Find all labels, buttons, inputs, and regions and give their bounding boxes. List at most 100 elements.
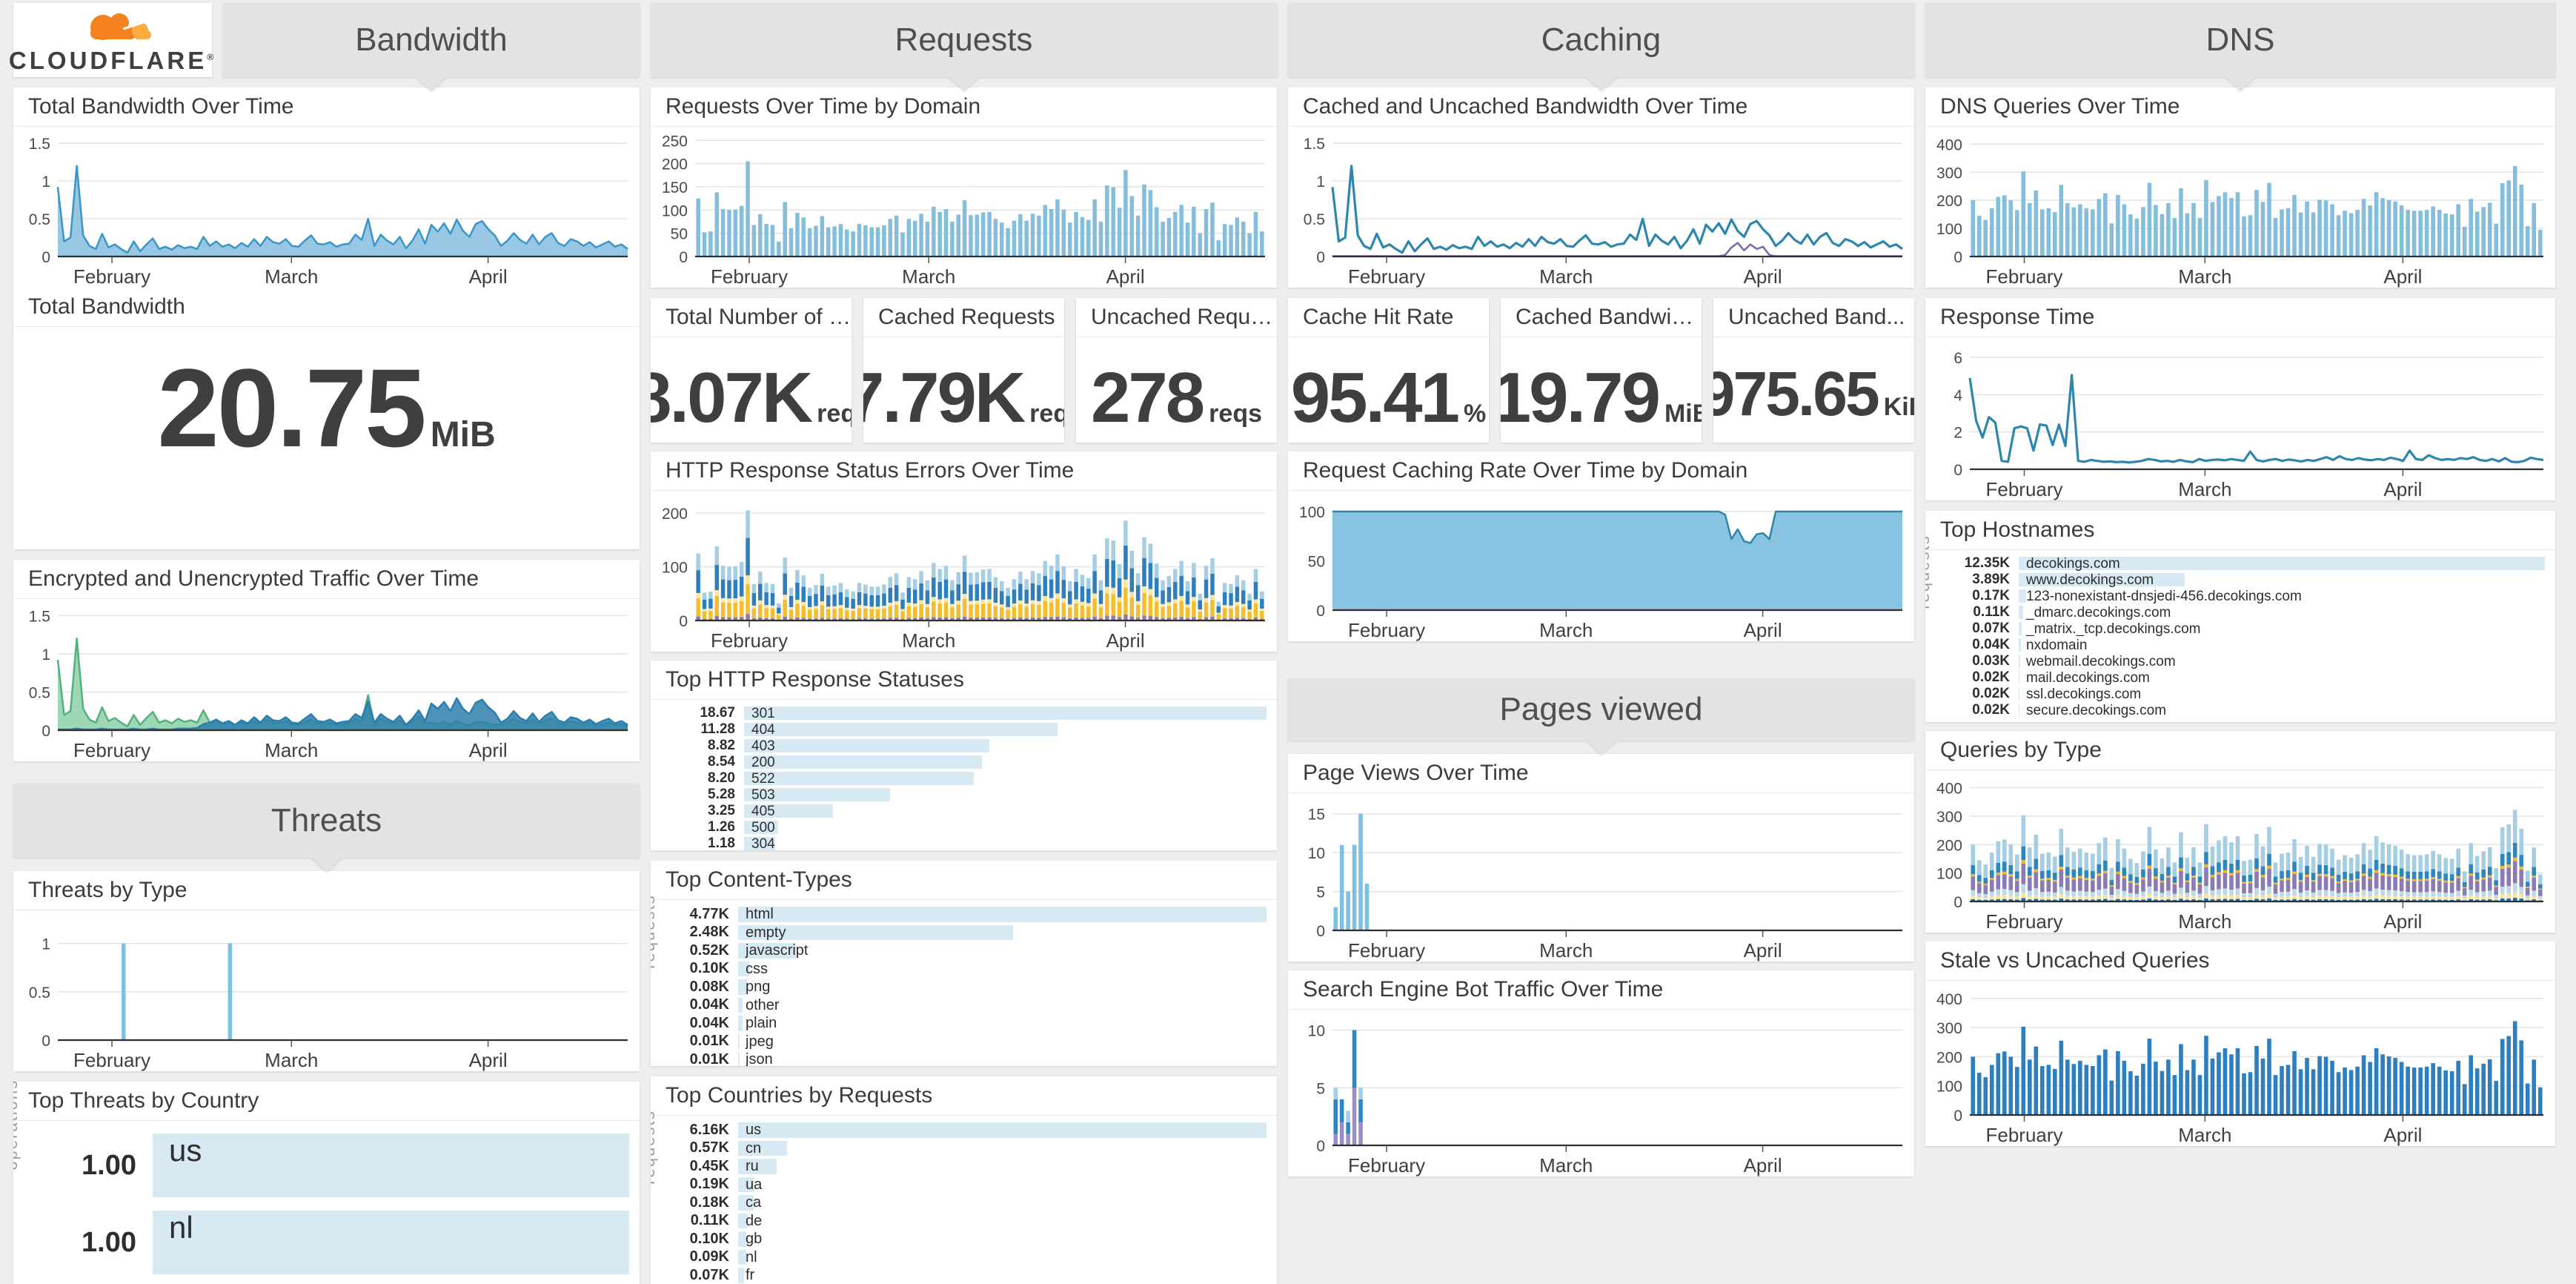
- list-item[interactable]: 11.28 404: [658, 721, 1267, 738]
- list-item[interactable]: 0.01K jpeg: [658, 1033, 1267, 1050]
- list-item[interactable]: 0.01K json: [658, 1051, 1267, 1066]
- encrypted-traffic-area-chart[interactable]: 0 0.5 1 1.5 February March April: [13, 599, 640, 761]
- list-item[interactable]: 0.03K webmail.decokings.com: [1933, 653, 2545, 669]
- list-item[interactable]: 1.00 us: [25, 1133, 629, 1198]
- svg-text:10: 10: [1308, 845, 1325, 862]
- list-item[interactable]: 6.16K us: [658, 1122, 1267, 1139]
- list-item[interactable]: 0.19K ua: [658, 1176, 1267, 1194]
- list-item[interactable]: 3.25 405: [658, 803, 1267, 819]
- page-views-bar-chart[interactable]: 0 5 10 15 February March April: [1288, 793, 1914, 962]
- panel-title: Threats by Type: [13, 871, 640, 910]
- svg-text:February: February: [1986, 478, 2063, 500]
- list-item[interactable]: 0.45K ru: [658, 1158, 1267, 1175]
- list-item[interactable]: 0.04K nxdomain: [1933, 637, 2545, 653]
- cached-uncached-line-chart[interactable]: 0 0.5 1 1.5 February March April: [1288, 127, 1914, 288]
- svg-text:0: 0: [1316, 1138, 1325, 1155]
- list-item[interactable]: 8.20 522: [658, 770, 1267, 787]
- list-item-value: 8.82: [708, 738, 735, 753]
- list-item[interactable]: 0.57K cn: [658, 1139, 1267, 1157]
- section-header-requests[interactable]: Requests: [651, 3, 1277, 91]
- list-item[interactable]: 1.26 500: [658, 819, 1267, 835]
- list-item-bar-fill: [153, 1134, 629, 1197]
- list-item[interactable]: 0.07K _matrix._tcp.decokings.com: [1933, 621, 2545, 637]
- section-header-pages-viewed[interactable]: Pages viewed: [1288, 678, 1914, 755]
- list-item-bar-fill: [744, 706, 1267, 720]
- queries-by-type-stacked-chart[interactable]: 0 100 200 300 400 February March April: [1925, 770, 2555, 933]
- list-item[interactable]: 3.89K www.decokings.com: [1933, 572, 2545, 588]
- svg-text:0: 0: [1316, 923, 1325, 940]
- panel-requests-over-time: Requests Over Time by Domain 0 50 100 150 20…: [651, 87, 1277, 288]
- svg-text:200: 200: [1936, 837, 1962, 854]
- list-item-bar: 503: [744, 787, 1267, 803]
- list-item[interactable]: 18.67 301: [658, 705, 1267, 721]
- section-header-caching[interactable]: Caching: [1288, 3, 1914, 91]
- list-item-label: _matrix._tcp.decokings.com: [2026, 621, 2201, 637]
- svg-text:10: 10: [1308, 1023, 1325, 1040]
- list-item[interactable]: 8.82 403: [658, 738, 1267, 754]
- response-time-line-chart[interactable]: 0 2 4 6 February March April: [1925, 337, 2555, 500]
- list-item-bar-fill: [744, 804, 833, 818]
- section-header-bandwidth[interactable]: Bandwidth: [223, 3, 640, 91]
- list-item-bar-fill: [738, 924, 1013, 940]
- requests-bar-chart[interactable]: 0 50 100 150 200 250 February March April: [651, 127, 1277, 288]
- list-item[interactable]: 0.02K ssl.decokings.com: [1933, 686, 2545, 702]
- panel-title: Page Views Over Time: [1288, 754, 1914, 793]
- panel-top-threats-by-country: Top Threats by Country operations 1.00 us 1…: [13, 1082, 640, 1284]
- list-item-bar-fill: [738, 979, 748, 995]
- bot-traffic-stacked-chart[interactable]: 0 5 10 February March April: [1288, 1010, 1914, 1177]
- svg-text:2: 2: [1953, 425, 1962, 442]
- list-item[interactable]: 0.11K de: [658, 1212, 1267, 1230]
- list-item[interactable]: 0.04K plain: [658, 1015, 1267, 1032]
- http-errors-stacked-chart[interactable]: 0 100 200 February March April: [651, 491, 1277, 652]
- dns-queries-bar-chart[interactable]: 0 100 200 300 400 February March April: [1925, 127, 2555, 288]
- list-item-bar: empty: [738, 924, 1267, 942]
- svg-text:April: April: [2383, 265, 2422, 288]
- list-item-bar: us: [153, 1133, 629, 1198]
- cloudflare-logo[interactable]: CLOUDFLARE®: [9, 3, 213, 77]
- stat-unit: %: [1464, 400, 1487, 428]
- list-item-bar-fill: [738, 1177, 755, 1192]
- list-item[interactable]: 0.09K nl: [658, 1248, 1267, 1266]
- top-countries-list: requests 6.16K us 0.57K cn 0.45K ru 0.19K ua 0.18…: [651, 1110, 1277, 1284]
- list-item[interactable]: 0.04K other: [658, 996, 1267, 1014]
- list-item[interactable]: 0.17K 123-nonexistant-dnsjedi-456.decokin…: [1933, 588, 2545, 604]
- list-item[interactable]: 1.00 nl: [25, 1210, 629, 1275]
- section-header-pointer: [1585, 740, 1617, 755]
- list-item[interactable]: 0.08K png: [658, 979, 1267, 996]
- panel-top-content-types: Top Content-Types requests 4.77K html 2.48K…: [651, 861, 1277, 1066]
- list-item[interactable]: 5.28 503: [658, 787, 1267, 803]
- svg-text:0: 0: [1953, 249, 1962, 266]
- list-item[interactable]: 0.10K gb: [658, 1231, 1267, 1248]
- list-item-value: 0.18K: [689, 1194, 729, 1211]
- list-item[interactable]: 0.52K javascript: [658, 942, 1267, 959]
- panel-encrypted-traffic: Encrypted and Unencrypted Traffic Over T…: [13, 560, 640, 761]
- list-item[interactable]: 1.18 304: [658, 835, 1267, 850]
- list-item[interactable]: 0.02K secure.decokings.com: [1933, 702, 2545, 718]
- list-item[interactable]: 0.18K ca: [658, 1194, 1267, 1211]
- section-header-dns[interactable]: DNS: [1925, 3, 2555, 91]
- list-item-value: 0.10K: [689, 960, 729, 977]
- svg-text:100: 100: [1936, 866, 1962, 883]
- svg-text:6: 6: [1953, 350, 1962, 367]
- list-item-label: png: [746, 979, 771, 995]
- list-item[interactable]: 8.54 200: [658, 754, 1267, 770]
- list-item-bar-fill: [738, 1140, 788, 1156]
- list-item[interactable]: 0.11K _dmarc.decokings.com: [1933, 604, 2545, 621]
- panel-response-time: Response Time 0 2 4 6 February March April: [1925, 298, 2555, 500]
- list-item[interactable]: 0.02K mail.decokings.com: [1933, 669, 2545, 686]
- stale-uncached-bar-chart[interactable]: 0 100 200 300 400 February March April: [1925, 981, 2555, 1146]
- list-item[interactable]: 4.77K html: [658, 906, 1267, 923]
- list-item[interactable]: 12.35K decokings.com: [1933, 555, 2545, 572]
- section-header-threats[interactable]: Threats: [13, 784, 640, 872]
- list-item-bar-fill: [744, 772, 975, 785]
- caching-rate-area-chart[interactable]: 0 50 100 February March April: [1288, 491, 1914, 641]
- list-item[interactable]: 0.07K fr: [658, 1267, 1267, 1284]
- list-item-label: secure.decokings.com: [2026, 703, 2167, 718]
- svg-text:February: February: [1348, 619, 1425, 641]
- list-item-bar-fill: [738, 1033, 740, 1049]
- list-item[interactable]: 0.10K css: [658, 960, 1267, 978]
- threats-by-type-bar-chart[interactable]: 0 0.5 1 February March April: [13, 910, 640, 1071]
- total-bandwidth-area-chart[interactable]: 0 0.5 1 1.5 February March April: [13, 127, 640, 288]
- list-item[interactable]: 2.48K empty: [658, 924, 1267, 942]
